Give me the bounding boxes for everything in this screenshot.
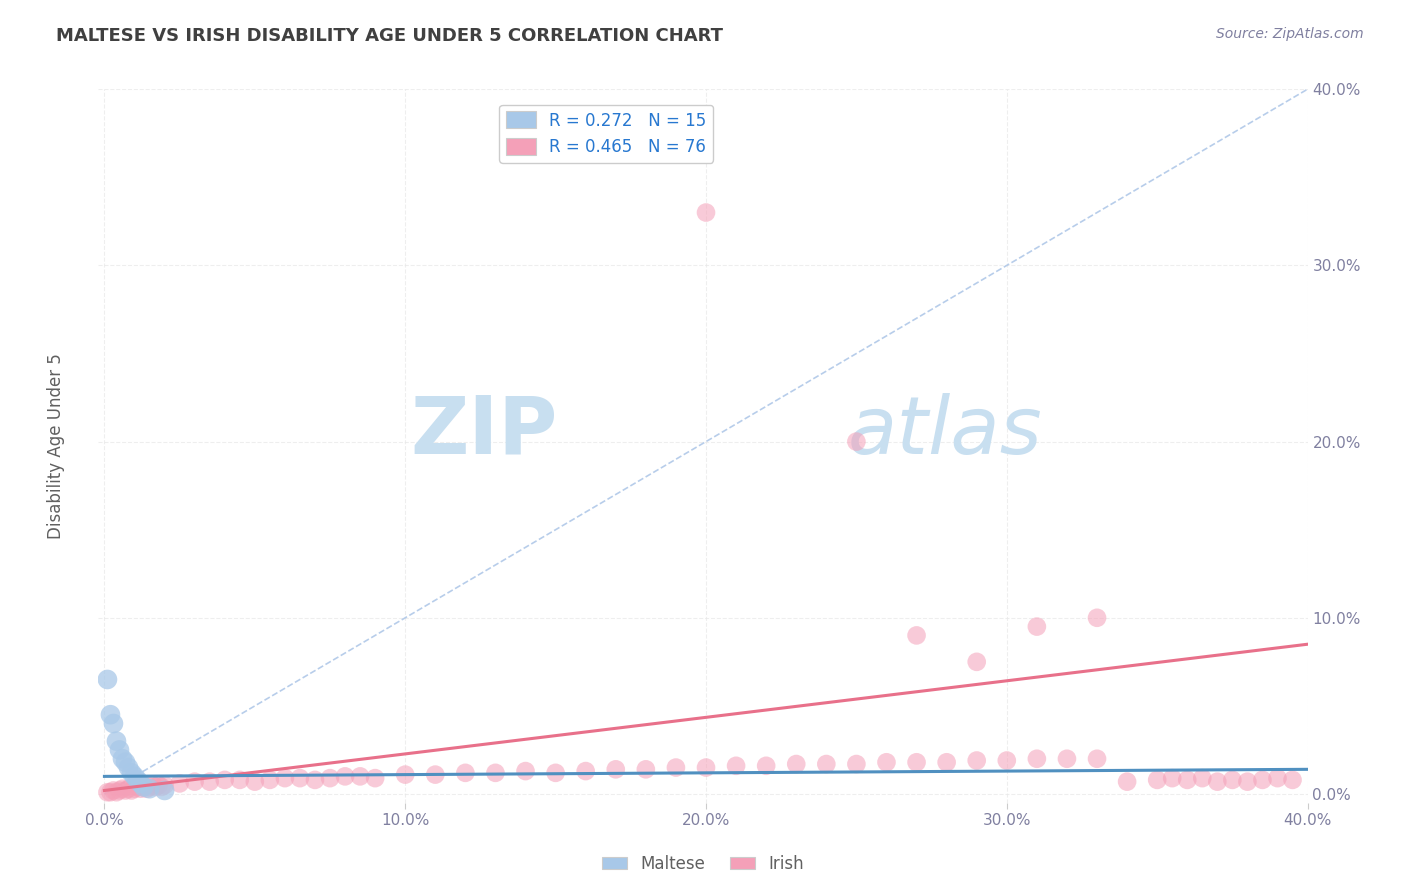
Point [515, 764, 537, 778]
Point [1251, 772, 1274, 787]
Point [127, 772, 149, 787]
Point [121, 783, 143, 797]
Point [138, 781, 160, 796]
Point [1222, 772, 1244, 787]
Point [1116, 774, 1139, 789]
Point [198, 774, 221, 789]
Text: Disability Age Under 5: Disability Age Under 5 [48, 353, 65, 539]
Point [114, 783, 136, 797]
Point [1267, 771, 1289, 785]
Point [785, 757, 807, 772]
Point [121, 765, 143, 780]
Point [935, 756, 957, 770]
Point [845, 434, 868, 449]
Point [108, 783, 131, 797]
Point [138, 780, 160, 794]
Point [148, 778, 170, 792]
Text: atlas: atlas [848, 392, 1043, 471]
Point [1161, 771, 1184, 785]
Text: MALTESE VS IRISH DISABILITY AGE UNDER 5 CORRELATION CHART: MALTESE VS IRISH DISABILITY AGE UNDER 5 … [56, 27, 723, 45]
Point [96, 673, 118, 687]
Point [111, 781, 134, 796]
Point [132, 780, 155, 794]
Point [142, 778, 165, 792]
Point [634, 762, 657, 776]
Point [304, 772, 326, 787]
Point [103, 783, 125, 797]
Point [105, 785, 128, 799]
Point [103, 716, 125, 731]
Point [1025, 619, 1047, 633]
Point [394, 767, 416, 781]
Point [96, 785, 118, 799]
Point [124, 781, 146, 796]
Point [349, 769, 371, 783]
Point [1191, 771, 1213, 785]
Point [364, 771, 387, 785]
Point [995, 754, 1018, 768]
Point [183, 774, 205, 789]
Point [129, 781, 152, 796]
Point [905, 628, 928, 642]
Point [1236, 774, 1258, 789]
Point [605, 762, 627, 776]
Point [229, 772, 252, 787]
Point [145, 780, 167, 794]
Point [105, 734, 128, 748]
Point [845, 757, 868, 772]
Point [1085, 611, 1108, 625]
Point [1146, 772, 1168, 787]
Point [966, 754, 988, 768]
Point [132, 780, 155, 794]
Point [150, 780, 173, 794]
Point [575, 764, 598, 778]
Legend: Maltese, Irish: Maltese, Irish [595, 848, 811, 880]
Point [875, 756, 897, 770]
Point [319, 771, 342, 785]
Point [1175, 772, 1198, 787]
Point [259, 772, 281, 787]
Point [454, 765, 477, 780]
Legend: R = 0.272   N = 15, R = 0.465   N = 76: R = 0.272 N = 15, R = 0.465 N = 76 [499, 104, 713, 162]
Point [966, 655, 988, 669]
Point [129, 776, 152, 790]
Point [755, 759, 778, 773]
Point [114, 756, 136, 770]
Point [425, 767, 447, 781]
Point [153, 778, 176, 792]
Point [695, 760, 717, 774]
Point [1025, 752, 1047, 766]
Point [117, 760, 139, 774]
Point [1085, 752, 1108, 766]
Point [124, 769, 146, 783]
Point [117, 781, 139, 796]
Point [815, 757, 838, 772]
Point [484, 765, 506, 780]
Point [214, 772, 236, 787]
Text: ZIP: ZIP [411, 392, 558, 471]
Point [100, 785, 122, 799]
Point [333, 769, 356, 783]
Point [1206, 774, 1229, 789]
Point [274, 771, 297, 785]
Point [905, 756, 928, 770]
Point [725, 759, 748, 773]
Point [695, 205, 717, 219]
Point [544, 765, 567, 780]
Point [243, 774, 266, 789]
Point [1281, 772, 1303, 787]
Text: Source: ZipAtlas.com: Source: ZipAtlas.com [1216, 27, 1364, 41]
Point [135, 781, 157, 796]
Point [111, 752, 134, 766]
Point [169, 776, 191, 790]
Point [665, 760, 688, 774]
Point [127, 780, 149, 794]
Point [288, 771, 311, 785]
Point [108, 743, 131, 757]
Point [153, 783, 176, 797]
Point [1056, 752, 1078, 766]
Point [100, 707, 122, 722]
